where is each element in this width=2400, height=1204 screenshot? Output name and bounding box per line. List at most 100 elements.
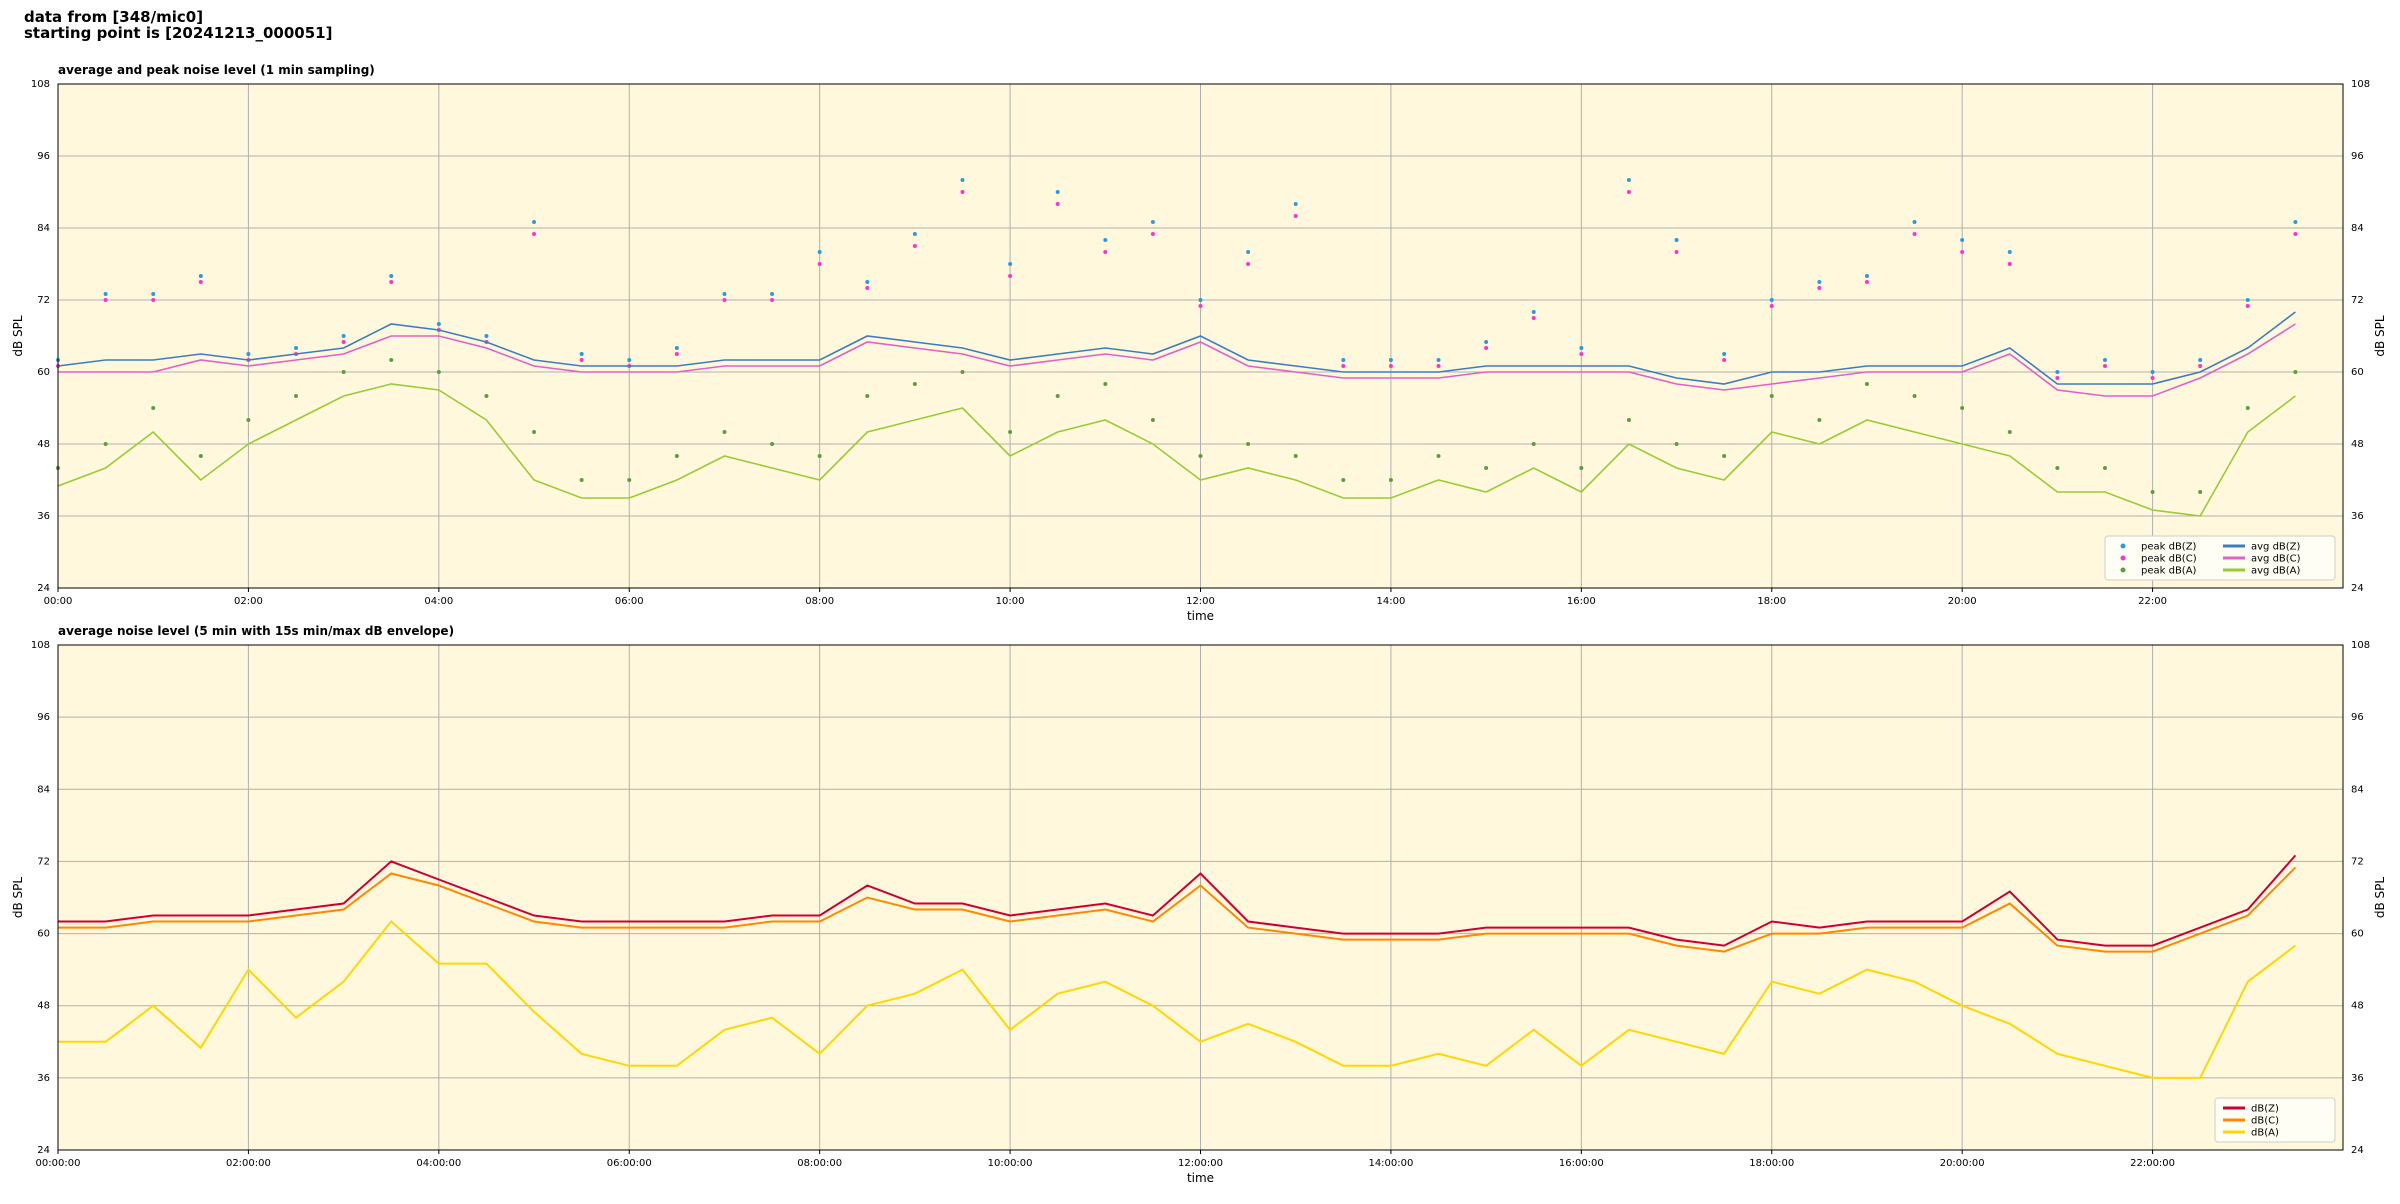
x-tick-label: 08:00 — [805, 596, 834, 607]
y-tick-label: 72 — [2351, 856, 2364, 867]
peak-point — [722, 292, 727, 296]
x-tick-label: 02:00:00 — [226, 1158, 271, 1169]
peak-point — [436, 370, 441, 374]
y-tick-label: 60 — [2351, 929, 2364, 940]
peak-point — [2102, 364, 2107, 368]
peak-point — [2007, 430, 2012, 434]
y-tick-label: 24 — [37, 1145, 50, 1156]
peak-point — [1960, 406, 1965, 410]
peak-point — [1531, 310, 1536, 314]
peak-point — [1341, 478, 1346, 482]
peak-point — [1198, 298, 1203, 302]
x-tick-label: 06:00 — [615, 596, 644, 607]
x-tick-label: 00:00:00 — [36, 1158, 81, 1169]
peak-point — [484, 334, 489, 338]
peak-point — [1626, 178, 1631, 182]
peak-point — [1674, 442, 1679, 446]
peak-point — [198, 454, 203, 458]
peak-point — [770, 442, 775, 446]
chart-title: average and peak noise level (1 min samp… — [58, 63, 375, 77]
y-tick-label: 84 — [2351, 223, 2364, 234]
peak-point — [1341, 364, 1346, 368]
peak-point — [1817, 286, 1822, 290]
peak-point — [1960, 238, 1965, 242]
peak-point — [2293, 370, 2298, 374]
legend-box — [2104, 535, 2336, 581]
peak-point — [2150, 376, 2155, 380]
x-tick-label: 06:00:00 — [607, 1158, 652, 1169]
x-tick-label: 14:00:00 — [1368, 1158, 1413, 1169]
x-tick-label: 14:00 — [1377, 596, 1406, 607]
peak-point — [1388, 478, 1393, 482]
peak-point — [1960, 250, 1965, 254]
peak-point — [198, 274, 203, 278]
y-axis-label: dB SPL — [2373, 877, 2387, 919]
peak-point — [294, 394, 299, 398]
peak-point — [1912, 394, 1917, 398]
y-tick-label: 96 — [37, 712, 50, 723]
peak-point — [1436, 454, 1441, 458]
legend-marker — [2120, 543, 2126, 549]
peak-point — [1674, 238, 1679, 242]
peak-point — [198, 280, 203, 284]
peak-point — [1008, 274, 1013, 278]
peak-point — [817, 454, 822, 458]
peak-point — [151, 298, 156, 302]
peak-point — [1626, 190, 1631, 194]
peak-point — [722, 298, 727, 302]
legend-label: peak dB(Z) — [2141, 542, 2197, 553]
plot-frame — [57, 644, 2344, 1151]
peak-point — [151, 406, 156, 410]
peak-point — [1484, 346, 1489, 350]
y-tick-label: 60 — [37, 929, 50, 940]
legend-label: dB(C) — [2251, 1116, 2279, 1127]
x-tick-label: 00:00 — [44, 596, 73, 607]
peak-point — [1484, 466, 1489, 470]
peak-point — [1579, 352, 1584, 356]
peak-point — [389, 358, 394, 362]
legend-label: avg dB(Z) — [2251, 542, 2301, 553]
x-tick-label: 16:00:00 — [1559, 1158, 1604, 1169]
peak-point — [1293, 202, 1298, 206]
peak-point — [817, 250, 822, 254]
legend-marker — [2120, 555, 2126, 561]
peak-point — [1341, 358, 1346, 362]
peak-point — [2198, 364, 2203, 368]
peak-point — [817, 262, 822, 266]
series-line — [58, 866, 2297, 953]
peak-point — [579, 352, 584, 356]
y-tick-label: 72 — [37, 856, 50, 867]
y-tick-label: 24 — [2351, 1145, 2364, 1156]
y-tick-label: 36 — [2351, 1073, 2364, 1084]
peak-point — [1769, 394, 1774, 398]
peak-point — [1293, 214, 1298, 218]
peak-point — [1531, 316, 1536, 320]
y-tick-label: 108 — [31, 640, 50, 651]
y-tick-label: 84 — [37, 223, 50, 234]
peak-point — [341, 340, 346, 344]
peak-point — [2198, 490, 2203, 494]
peak-point — [1531, 442, 1536, 446]
peak-point — [2055, 466, 2060, 470]
peak-point — [389, 274, 394, 278]
peak-point — [1864, 274, 1869, 278]
peak-point — [1150, 220, 1155, 224]
peak-point — [1103, 238, 1108, 242]
peak-point — [2245, 304, 2250, 308]
y-axis-label: dB SPL — [11, 877, 25, 919]
series-line — [58, 854, 2297, 947]
peak-point — [2150, 370, 2155, 374]
peak-point — [865, 286, 870, 290]
series-line — [58, 323, 2296, 397]
x-tick-label: 20:00:00 — [1940, 1158, 1985, 1169]
peak-point — [1150, 418, 1155, 422]
x-tick-label: 04:00:00 — [416, 1158, 461, 1169]
peak-point — [674, 454, 679, 458]
peak-point — [1103, 382, 1108, 386]
peak-point — [1055, 394, 1060, 398]
peak-point — [1579, 346, 1584, 350]
peak-point — [770, 292, 775, 296]
peak-point — [389, 280, 394, 284]
peak-point — [532, 430, 537, 434]
